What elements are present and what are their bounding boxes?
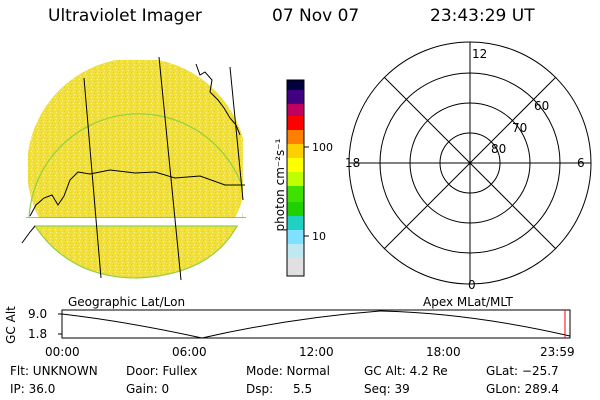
status-ip: IP: 36.0	[10, 382, 56, 396]
mlt-label-0: 0	[468, 278, 476, 292]
colorbar-unit-label: photon cm⁻²s⁻¹	[273, 138, 287, 232]
status-flt: Flt: UNKNOWN	[10, 364, 98, 378]
altitude-ytick-1: 1.8	[28, 327, 48, 341]
status-dsp: Dsp:	[246, 382, 274, 396]
xtick-1200: 12:00	[299, 345, 334, 359]
mlat-ring-60: 60	[534, 99, 550, 113]
geo-grid-lines	[21, 56, 245, 281]
time-label: 23:43:29 UT	[430, 6, 535, 26]
date-label: 07 Nov 07	[272, 6, 360, 26]
xtick-0600: 06:00	[172, 345, 207, 359]
colorbar-tick-10: 10	[312, 230, 326, 243]
mlt-label-18: 18	[345, 156, 361, 170]
xtick-1800: 18:00	[426, 345, 461, 359]
mlat-ring-80: 80	[491, 142, 507, 156]
status-seq: Seq: 39	[364, 382, 410, 396]
color-bar	[286, 79, 309, 277]
altitude-plot	[58, 309, 571, 339]
status-glat: GLat: −25.7	[486, 364, 559, 378]
status-dsp-value: 5.5	[293, 382, 313, 396]
uv-image-disk	[26, 60, 246, 279]
status-gain: Gain: 0	[126, 382, 170, 396]
status-glon: GLon: 289.4	[486, 382, 559, 396]
xtick-0000: 00:00	[45, 345, 80, 359]
geographic-label: Geographic Lat/Lon	[68, 295, 186, 309]
altitude-ytick-9: 9.0	[28, 307, 48, 321]
status-gc-alt: GC Alt: 4.2 Re	[364, 364, 448, 378]
apex-label: Apex MLat/MLT	[423, 295, 513, 309]
polar-plot	[348, 41, 592, 285]
instrument-title: Ultraviolet Imager	[48, 6, 202, 26]
xtick-2359: 23:59	[540, 345, 575, 359]
colorbar-tick-100: 100	[312, 141, 333, 154]
mlt-label-12: 12	[472, 47, 488, 61]
mlt-label-6: 6	[577, 156, 585, 170]
status-door: Door: Fullex	[126, 364, 198, 378]
mlat-ring-70: 70	[512, 121, 528, 135]
status-mode: Mode: Normal	[246, 364, 330, 378]
altitude-ylabel: GC Alt	[4, 306, 18, 344]
